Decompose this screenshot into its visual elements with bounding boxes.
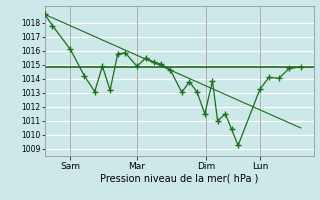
X-axis label: Pression niveau de la mer( hPa ): Pression niveau de la mer( hPa ): [100, 173, 258, 183]
